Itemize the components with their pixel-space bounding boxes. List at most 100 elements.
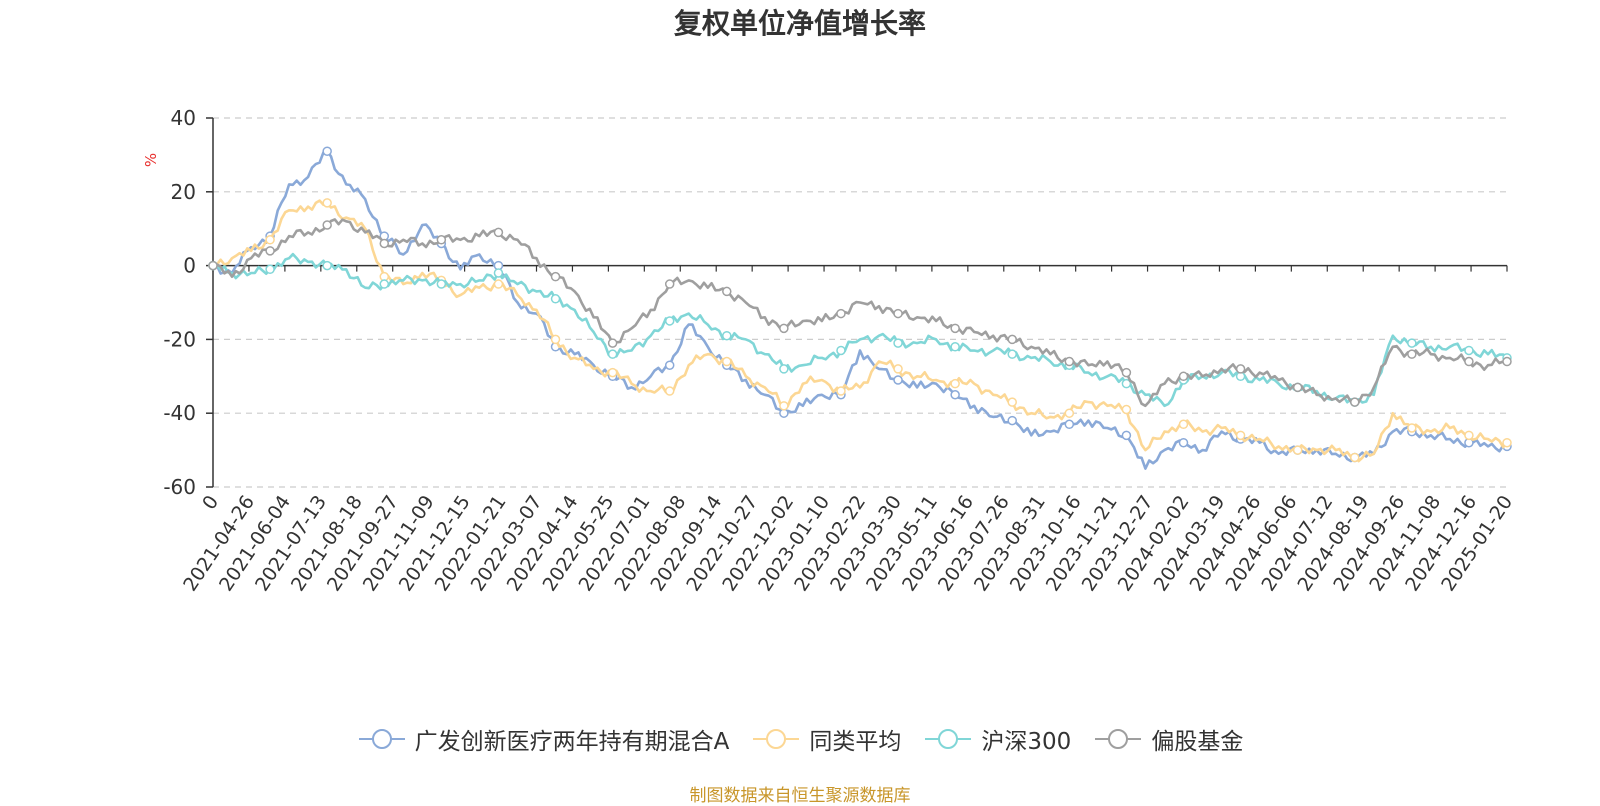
data-point bbox=[1121, 430, 1132, 441]
series-line bbox=[212, 252, 1508, 408]
data-point bbox=[550, 334, 561, 345]
data-point bbox=[322, 260, 332, 271]
data-point bbox=[779, 401, 789, 411]
data-point bbox=[1007, 349, 1017, 359]
data-point bbox=[664, 360, 675, 370]
data-point bbox=[493, 268, 504, 278]
data-point bbox=[493, 279, 504, 289]
series-line bbox=[212, 199, 1508, 463]
data-point bbox=[1464, 356, 1474, 367]
data-point bbox=[1292, 382, 1303, 393]
data-point bbox=[836, 308, 846, 319]
y-tick-label: 40 bbox=[171, 106, 196, 130]
data-point bbox=[1121, 378, 1132, 389]
legend-swatch-icon bbox=[753, 729, 800, 749]
legend-label: 沪深300 bbox=[981, 729, 1072, 755]
data-point bbox=[607, 349, 618, 359]
gridlines bbox=[213, 117, 1507, 488]
data-point bbox=[436, 279, 447, 289]
data-point bbox=[1464, 345, 1474, 356]
data-point bbox=[950, 323, 960, 334]
data-point bbox=[722, 286, 732, 297]
legend-swatch-icon bbox=[358, 729, 405, 749]
data-point bbox=[265, 246, 275, 256]
data-point bbox=[1178, 371, 1189, 382]
legend: 广发创新医疗两年持有期混合A 同类平均 沪深300 偏股基金 bbox=[0, 722, 1600, 756]
data-point bbox=[379, 279, 390, 289]
data-point bbox=[1235, 364, 1246, 374]
data-point bbox=[950, 390, 960, 400]
data-point bbox=[893, 338, 903, 348]
data-point bbox=[836, 345, 846, 356]
data-point bbox=[1121, 404, 1132, 415]
data-point bbox=[607, 367, 618, 378]
source-note: 制图数据来自恒生聚源数据库 bbox=[689, 786, 911, 806]
data-point bbox=[1407, 338, 1417, 348]
data-point bbox=[1064, 419, 1075, 430]
legend-swatch-icon bbox=[1095, 729, 1142, 749]
y-tick-label: 0 bbox=[183, 254, 196, 278]
data-point bbox=[1464, 430, 1474, 441]
data-point bbox=[893, 364, 903, 374]
y-tick-label: -60 bbox=[163, 475, 196, 499]
data-point bbox=[493, 227, 504, 238]
legend-label: 同类平均 bbox=[809, 729, 902, 755]
data-point bbox=[1502, 437, 1512, 448]
y-axis-unit-label: % bbox=[142, 153, 160, 167]
data-point bbox=[208, 260, 218, 271]
data-point bbox=[1407, 423, 1417, 433]
legend-item-csi300[interactable]: 沪深300 bbox=[923, 722, 1071, 756]
series-lines bbox=[208, 146, 1512, 470]
data-point bbox=[550, 271, 561, 282]
data-point bbox=[722, 330, 732, 341]
data-point bbox=[1007, 397, 1017, 407]
x-tick-label: 0 bbox=[198, 491, 223, 513]
legend-item-category-average[interactable]: 同类平均 bbox=[751, 722, 901, 756]
data-point bbox=[1178, 419, 1189, 430]
y-tick-label: 20 bbox=[171, 180, 196, 204]
data-point bbox=[265, 264, 275, 275]
data-point bbox=[322, 146, 332, 156]
data-point bbox=[379, 238, 390, 249]
data-point bbox=[722, 356, 732, 367]
data-point bbox=[1007, 334, 1017, 345]
data-point bbox=[1235, 430, 1246, 441]
data-point bbox=[436, 235, 447, 245]
data-point bbox=[1121, 367, 1132, 378]
data-point bbox=[1350, 452, 1360, 463]
legend-label: 广发创新医疗两年持有期混合A bbox=[414, 729, 730, 755]
legend-swatch-icon bbox=[925, 729, 972, 749]
data-point bbox=[1407, 349, 1417, 359]
data-point bbox=[779, 323, 789, 334]
y-tick-label: -20 bbox=[163, 327, 196, 351]
data-point bbox=[1178, 437, 1189, 448]
data-point bbox=[322, 220, 332, 230]
axes: 40200-20-40-6002021-04-262021-06-042021-… bbox=[163, 106, 1517, 595]
data-point bbox=[550, 294, 561, 304]
data-point bbox=[893, 308, 903, 319]
legend-label: 偏股基金 bbox=[1151, 729, 1244, 755]
chart-title: 复权单位净值增长率 bbox=[673, 7, 926, 40]
data-point bbox=[1350, 397, 1360, 407]
data-point bbox=[1007, 415, 1017, 426]
data-point bbox=[607, 338, 618, 348]
data-point bbox=[664, 279, 675, 289]
data-point bbox=[1292, 445, 1303, 455]
data-point bbox=[1064, 408, 1075, 418]
data-point bbox=[893, 375, 903, 385]
data-point bbox=[950, 378, 960, 389]
legend-item-equity-funds[interactable]: 偏股基金 bbox=[1093, 722, 1243, 756]
data-point bbox=[664, 386, 675, 396]
data-point bbox=[779, 364, 789, 374]
data-point bbox=[322, 198, 332, 208]
data-point bbox=[1502, 356, 1512, 367]
data-point bbox=[836, 386, 846, 396]
data-point bbox=[265, 235, 275, 245]
series-line bbox=[212, 149, 1508, 470]
legend-item-fund[interactable]: 广发创新医疗两年持有期混合A bbox=[357, 722, 730, 756]
y-tick-label: -40 bbox=[163, 401, 196, 425]
data-point bbox=[1064, 356, 1075, 367]
data-point bbox=[664, 316, 675, 326]
data-point bbox=[950, 342, 960, 352]
